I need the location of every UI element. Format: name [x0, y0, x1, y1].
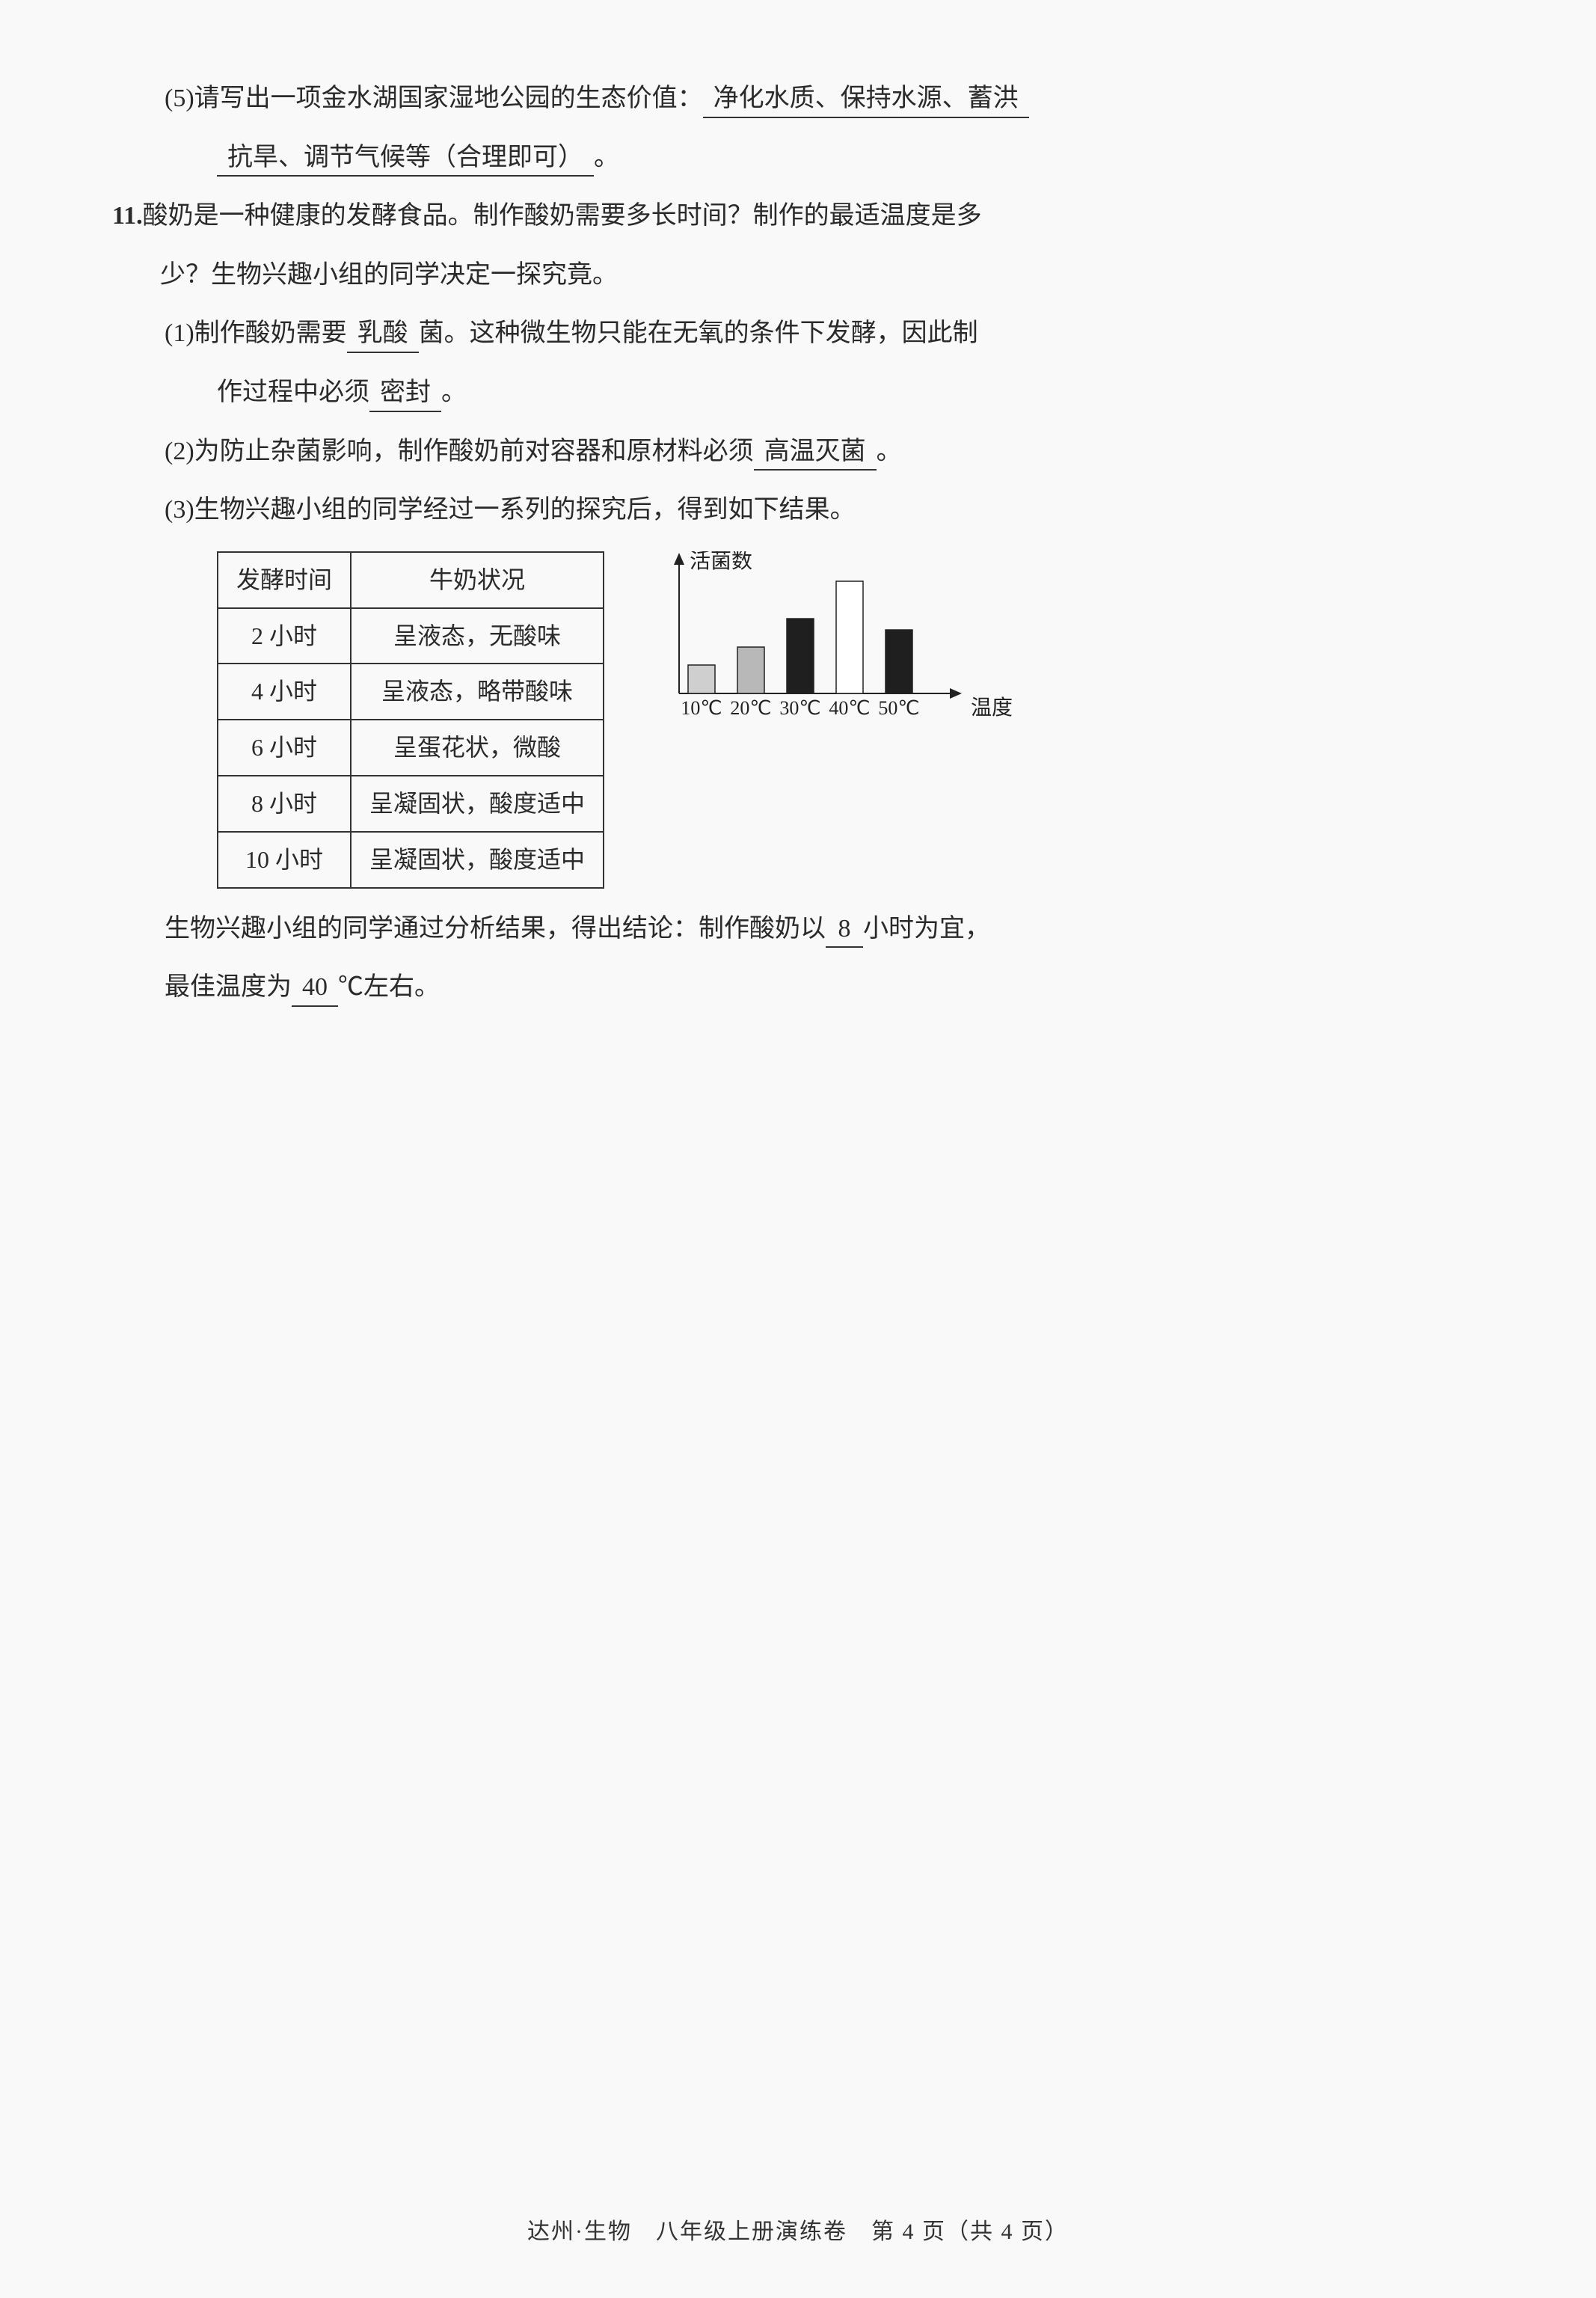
figure-row: 发酵时间 牛奶状况 2 小时呈液态，无酸味 4 小时呈液态，略带酸味 6 小时呈… [217, 551, 1484, 889]
q11-p1-pre: (1)制作酸奶需要 [165, 319, 347, 347]
q11-p1-ans2: 密封 [369, 375, 441, 412]
q11-conc-suffix: ℃左右。 [338, 973, 440, 1001]
table-row: 4 小时呈液态，略带酸味 [218, 664, 604, 720]
q11-intro-cont: 少？生物兴趣小组的同学决定一探究竟。 [160, 251, 1484, 300]
q11-conclusion: 生物兴趣小组的同学通过分析结果，得出结论：制作酸奶以8小时为宜， [165, 905, 1484, 954]
q11-p1-cont-text: 作过程中必须 [217, 379, 369, 406]
q11-p1-cont: 作过程中必须密封。 [217, 369, 1484, 417]
q11-p1-suffix: 。 [441, 379, 467, 406]
table-cell: 呈凝固状，酸度适中 [351, 832, 604, 888]
q10-5-prefix: (5)请写出一项金水湖国家湿地公园的生态价值： [165, 85, 703, 112]
svg-text:10℃: 10℃ [681, 697, 722, 719]
q11-intro-l2: 少？生物兴趣小组的同学决定一探究竟。 [160, 261, 618, 289]
q11-p2-ans: 高温灭菌 [754, 434, 877, 471]
table-cell: 4 小时 [218, 664, 351, 720]
svg-text:50℃: 50℃ [878, 697, 919, 719]
svg-text:40℃: 40℃ [829, 697, 870, 719]
table-cell: 呈液态，略带酸味 [351, 664, 604, 720]
table-cell: 2 小时 [218, 608, 351, 664]
page-content: (5)请写出一项金水湖国家湿地公园的生态价值：净化水质、保持水源、蓄洪 抗旱、调… [0, 0, 1596, 1067]
table-header-0: 发酵时间 [218, 552, 351, 608]
table-cell: 呈液态，无酸味 [351, 608, 604, 664]
q11-conc-ans2: 40 [292, 969, 338, 1007]
q11-p3-intro: (3)生物兴趣小组的同学经过一系列的探究后，得到如下结果。 [165, 486, 1484, 535]
table-cell: 呈凝固状，酸度适中 [351, 776, 604, 832]
q11-conc-cont: 最佳温度为 [165, 973, 292, 1001]
q11-conclusion-cont: 最佳温度为40℃左右。 [165, 963, 1484, 1012]
table-row: 2 小时呈液态，无酸味 [218, 608, 604, 664]
svg-text:活菌数: 活菌数 [690, 551, 752, 573]
table-row: 8 小时呈凝固状，酸度适中 [218, 776, 604, 832]
svg-text:30℃: 30℃ [779, 697, 820, 719]
table-cell: 10 小时 [218, 832, 351, 888]
q11-p2-suffix: 。 [877, 438, 902, 465]
table-header-row: 发酵时间 牛奶状况 [218, 552, 604, 608]
table-body: 2 小时呈液态，无酸味 4 小时呈液态，略带酸味 6 小时呈蛋花状，微酸 8 小… [218, 608, 604, 888]
fermentation-table: 发酵时间 牛奶状况 2 小时呈液态，无酸味 4 小时呈液态，略带酸味 6 小时呈… [217, 551, 604, 889]
q11-p1-mid1: 菌。这种微生物只能在无氧的条件下发酵，因此制 [419, 319, 978, 347]
q11-p2-pre: (2)为防止杂菌影响，制作酸奶前对容器和原材料必须 [165, 438, 754, 465]
q11-p3-intro-text: (3)生物兴趣小组的同学经过一系列的探究后，得到如下结果。 [165, 496, 856, 524]
q11-number: 11. [112, 202, 143, 230]
q11-p1: (1)制作酸奶需要乳酸菌。这种微生物只能在无氧的条件下发酵，因此制 [165, 310, 1484, 358]
table-cell: 呈蛋花状，微酸 [351, 720, 604, 776]
table-header-1: 牛奶状况 [351, 552, 604, 608]
svg-text:20℃: 20℃ [730, 697, 771, 719]
q10-5-answer-line1: 净化水质、保持水源、蓄洪 [703, 81, 1029, 118]
table-cell: 8 小时 [218, 776, 351, 832]
q10-5: (5)请写出一项金水湖国家湿地公园的生态价值：净化水质、保持水源、蓄洪 [165, 75, 1484, 123]
svg-text:温度: 温度 [971, 696, 1013, 720]
q10-5-answer-line2: 抗旱、调节气候等（合理即可） [217, 140, 594, 177]
bar-chart: 活菌数 10℃ 20℃ 30℃ 40℃ 50℃ 温度 [642, 551, 1090, 741]
q10-5-cont: 抗旱、调节气候等（合理即可）。 [217, 134, 1484, 183]
table-row: 6 小时呈蛋花状，微酸 [218, 720, 604, 776]
table-cell: 6 小时 [218, 720, 351, 776]
q11-p1-ans1: 乳酸 [347, 316, 419, 353]
q11-conc-pre: 生物兴趣小组的同学通过分析结果，得出结论：制作酸奶以 [165, 915, 826, 943]
q11-intro-l1: 酸奶是一种健康的发酵食品。制作酸奶需要多长时间？制作的最适温度是多 [143, 202, 982, 230]
q11-p2: (2)为防止杂菌影响，制作酸奶前对容器和原材料必须高温灭菌。 [165, 428, 1484, 477]
q10-5-suffix: 。 [594, 144, 619, 171]
q11-conc-mid: 小时为宜， [863, 915, 990, 943]
q11-intro: 11.酸奶是一种健康的发酵食品。制作酸奶需要多长时间？制作的最适温度是多 [112, 192, 1484, 241]
q11-conc-ans1: 8 [826, 911, 863, 949]
bar-chart-svg: 活菌数 10℃ 20℃ 30℃ 40℃ 50℃ 温度 [642, 551, 1090, 723]
page-footer: 达州·生物 八年级上册演练卷 第 4 页（共 4 页） [0, 2213, 1596, 2246]
table-row: 10 小时呈凝固状，酸度适中 [218, 832, 604, 888]
